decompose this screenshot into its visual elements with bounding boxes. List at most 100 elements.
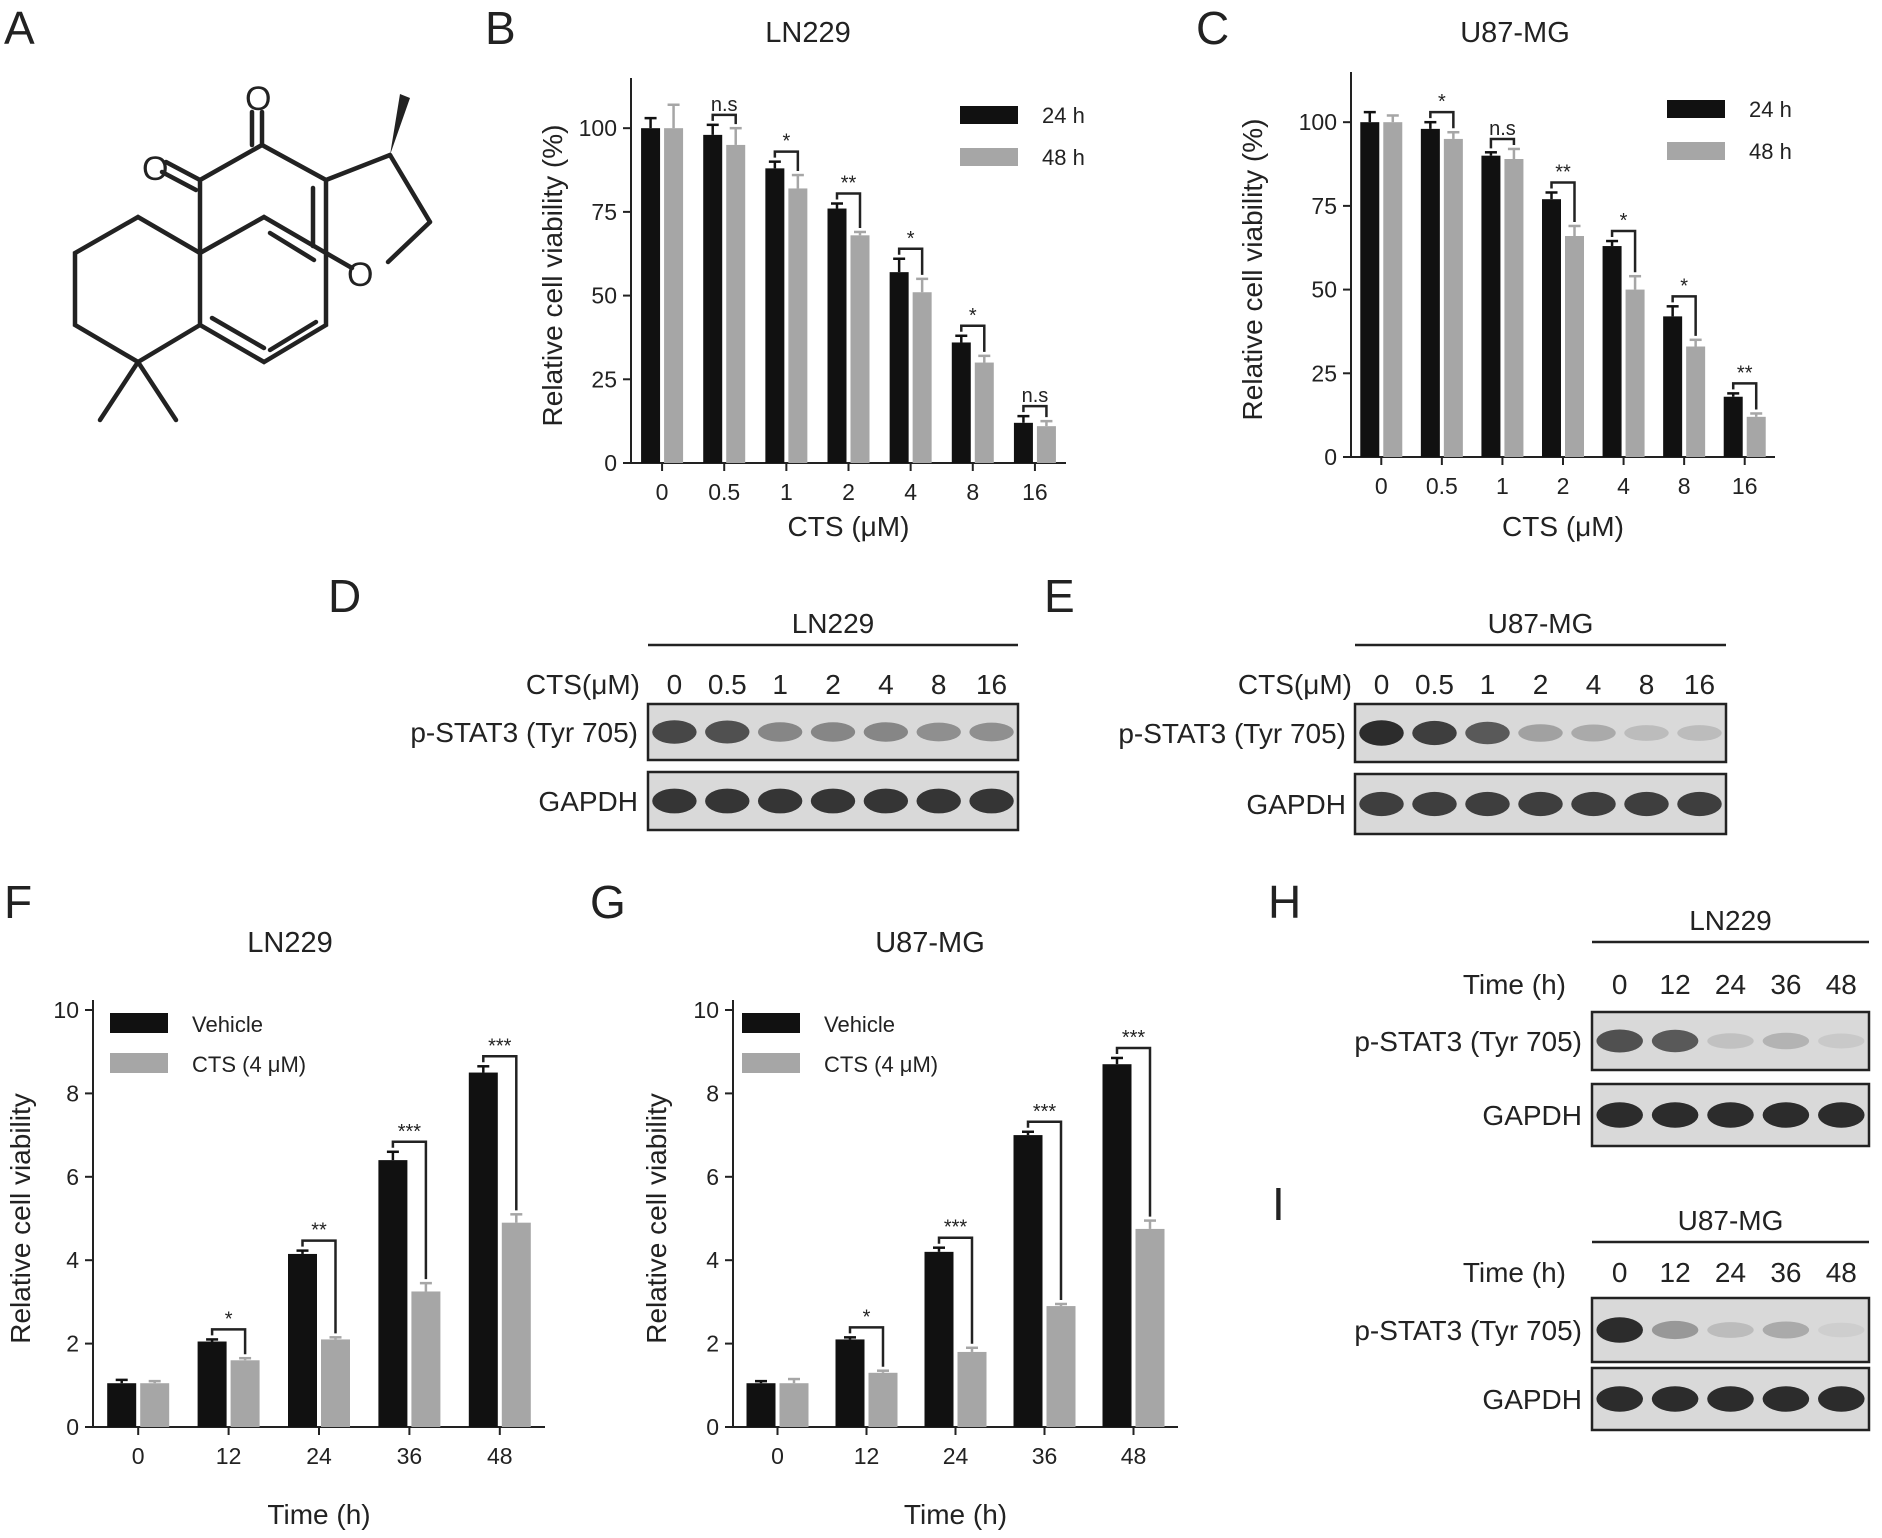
- chart-g-significance-label: ***: [1122, 1027, 1146, 1049]
- chart-b-bar: [726, 144, 746, 463]
- chart-c-x-tick-label: 1: [1496, 473, 1509, 499]
- chart-g-y-tick-label: 2: [706, 1331, 719, 1357]
- chart-b-bar: [788, 188, 808, 464]
- chart-b-significance-label: *: [907, 228, 915, 250]
- chemical-structure: [72, 109, 433, 423]
- chart-g-x-tick-label: 24: [943, 1443, 969, 1469]
- blot-e-row-label: p-STAT3 (Tyr 705): [1118, 718, 1346, 749]
- chart-b-x-tick-label: 0.5: [708, 479, 740, 505]
- blot-i-band: [1762, 1386, 1810, 1412]
- chart-g-y-axis-label: Relative cell viability: [641, 1093, 672, 1344]
- chart-f-legend-swatch: [110, 1053, 168, 1073]
- chart-b-significance-label: n.s: [1022, 385, 1049, 407]
- chart-c-significance-label: **: [1555, 161, 1571, 183]
- blot-d-lane-label: 1: [772, 669, 788, 700]
- chart-b-bar: [703, 134, 723, 463]
- chart-f-significance-label: *: [225, 1308, 233, 1330]
- blot-i-lane-label: 12: [1660, 1257, 1691, 1288]
- blot-e-band: [1624, 725, 1669, 741]
- blot-e-band: [1677, 725, 1722, 741]
- chart-f-bar: [378, 1160, 408, 1427]
- chart-c-legend-label: 24 h: [1749, 97, 1792, 122]
- blot-h-band: [1818, 1102, 1865, 1128]
- blot-e-band: [1518, 791, 1563, 817]
- chart-c-significance-label: *: [1438, 91, 1446, 113]
- chart-f-x-tick-label: 0: [132, 1443, 145, 1469]
- blot-d-lane-label: 0.5: [708, 669, 747, 700]
- blot-d-band: [757, 788, 803, 814]
- blot-i-lane-label: 48: [1826, 1257, 1857, 1288]
- chart-b-bar: [974, 362, 994, 463]
- blot-h-band: [1762, 1032, 1810, 1050]
- chart-c-bar: [1663, 316, 1683, 457]
- blot-d-band: [863, 788, 909, 814]
- chart-c-legend-swatch: [1667, 142, 1725, 160]
- blot-d-lane-label: 2: [825, 669, 841, 700]
- chart-b-x-tick-label: 4: [904, 479, 917, 505]
- blot-i-condition-label: Time (h): [1463, 1257, 1566, 1288]
- blot-i-band: [1707, 1386, 1754, 1412]
- chart-c-y-tick-label: 75: [1311, 193, 1337, 219]
- chart-c-bar: [1625, 289, 1645, 457]
- chart-b-bar: [951, 342, 971, 463]
- chart-b-x-tick-label: 8: [966, 479, 979, 505]
- chart-b-bar: [765, 168, 785, 463]
- chart-g-bar: [779, 1383, 809, 1427]
- chart-b-legend-label: 24 h: [1042, 103, 1085, 128]
- chart-f-significance-label: ***: [398, 1121, 422, 1143]
- chart-b-bar: [1036, 426, 1056, 463]
- chart-b-legend-swatch: [960, 148, 1018, 166]
- blot-h-lane-label: 12: [1660, 969, 1691, 1000]
- chart-b-significance-bracket: [960, 324, 986, 352]
- chart-b-x-tick-label: 0: [656, 479, 669, 505]
- chart-g-y-tick-label: 6: [706, 1164, 719, 1190]
- chart-f-significance-label: **: [311, 1220, 327, 1242]
- chart-g-legend-swatch: [742, 1053, 800, 1073]
- chart-g-legend-label: CTS (4 μM): [824, 1052, 938, 1077]
- chart-b-bar: [912, 292, 932, 463]
- chart-c-bar: [1443, 138, 1463, 457]
- chart-b-significance-bracket: [1022, 404, 1048, 418]
- chart-f-significance-label: ***: [488, 1035, 512, 1057]
- chart-c-significance-bracket: [1731, 382, 1758, 410]
- chart-g-significance-label: ***: [1033, 1101, 1057, 1123]
- chart-g-bar: [957, 1351, 987, 1427]
- blot-e-lane-label: 8: [1639, 669, 1655, 700]
- chart-f-y-tick-label: 0: [66, 1414, 79, 1440]
- chart-c-x-tick-label: 4: [1617, 473, 1630, 499]
- chart-c-y-tick-label: 50: [1311, 277, 1337, 303]
- chart-b-significance-label: n.s: [711, 94, 738, 116]
- chart-c-y-tick-label: 100: [1299, 109, 1337, 135]
- blot-d-lane-label: 0: [667, 669, 683, 700]
- chart-b-significance-label: **: [841, 173, 857, 195]
- chart-f-bar: [501, 1222, 531, 1427]
- chart-c-x-tick-label: 2: [1557, 473, 1570, 499]
- chart-c-y-tick-label: 0: [1324, 444, 1337, 470]
- blot-e-band: [1465, 721, 1510, 745]
- blot-d-lane-label: 16: [976, 669, 1007, 700]
- chart-b: LN229 0 25 50 75 100 0 0.5 n.s 1 * 2 ** 4 * 8 * 16 n.s CTS …: [537, 17, 1085, 542]
- blot-e-band: [1571, 724, 1616, 742]
- panel-letter-b: B: [485, 2, 516, 54]
- blot-h-band: [1596, 1029, 1643, 1053]
- chart-c-bar: [1602, 246, 1622, 457]
- blot-e-condition-label: CTS(μM): [1238, 669, 1352, 700]
- blot-d-lane-label: 8: [931, 669, 947, 700]
- blot-h-band: [1818, 1033, 1865, 1049]
- atom-oxygen-1: O: [142, 150, 168, 188]
- chart-f-y-axis-label: Relative cell viability: [5, 1093, 36, 1344]
- blot-i-lane-label: 0: [1612, 1257, 1628, 1288]
- chart-f-bar: [468, 1072, 498, 1427]
- chart-b-significance-bracket: [897, 247, 924, 275]
- chart-c-x-tick-label: 8: [1678, 473, 1691, 499]
- blot-i-band: [1651, 1386, 1699, 1412]
- blot-e-band: [1412, 791, 1457, 817]
- blot-h-cell-line: LN229: [1689, 905, 1772, 936]
- chart-f-legend-swatch: [110, 1013, 168, 1033]
- blot-d-lane-label: 4: [878, 669, 894, 700]
- chart-f-x-tick-label: 48: [487, 1443, 513, 1469]
- chart-f-y-tick-label: 4: [66, 1247, 79, 1273]
- panel-letter-d: D: [328, 570, 361, 622]
